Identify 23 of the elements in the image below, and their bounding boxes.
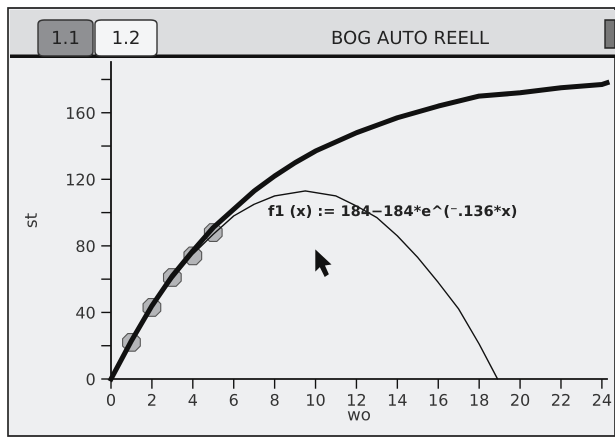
text: 1.2 xyxy=(114,30,139,44)
x-tick-label: 22 xyxy=(552,394,570,406)
x-tick-label: 16 xyxy=(430,394,448,406)
y-tick-label: 120 xyxy=(66,174,95,186)
text: BOG AUTO REELL xyxy=(332,30,489,44)
y-axis-title: st xyxy=(25,213,38,228)
x-tick-label: 4 xyxy=(188,394,197,406)
text: 1.1 xyxy=(53,30,78,44)
x-tick-label: 2 xyxy=(148,394,156,406)
y-tick-label: 160 xyxy=(66,106,95,120)
x-tick-label: 10 xyxy=(307,394,325,406)
x-tick-label: 14 xyxy=(388,394,407,406)
y-tick-label: 0 xyxy=(86,373,95,386)
x-axis-title: wo xyxy=(348,410,370,421)
x-tick-label: 0 xyxy=(106,394,116,406)
x-tick-label: 20 xyxy=(511,394,530,406)
x-tick-label: 18 xyxy=(470,394,488,406)
x-tick-label: 12 xyxy=(348,394,366,406)
y-tick-label: 40 xyxy=(76,306,95,319)
x-tick-label: 6 xyxy=(230,394,238,406)
x-tick-label: 24 xyxy=(592,394,612,406)
y-tick-label: 80 xyxy=(76,240,95,252)
x-tick-label: 8 xyxy=(270,394,279,406)
